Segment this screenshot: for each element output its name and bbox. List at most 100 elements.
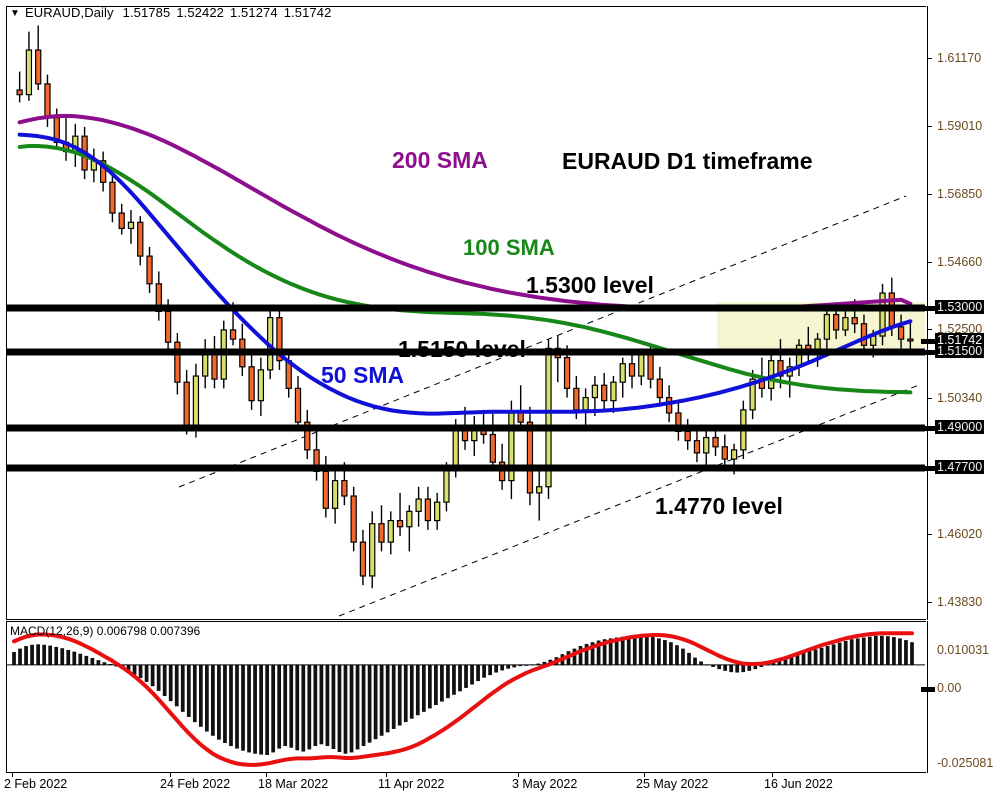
macd-panel-border <box>6 621 926 773</box>
candle-body <box>304 421 311 451</box>
candle-body <box>860 323 868 346</box>
level-1-5300-label: 1.5300 level <box>526 272 654 298</box>
macd-bar <box>771 662 776 665</box>
macd-bar <box>500 664 505 671</box>
price-tick-label: 1.50340 <box>937 391 983 405</box>
chart-header: ▼ EURAUD,Daily 1.51785 1.52422 1.51274 1.5174… <box>10 5 337 20</box>
macd-main-value: 0.006798 <box>96 624 147 638</box>
macd-bar <box>277 664 282 749</box>
macd-bar <box>186 664 191 717</box>
macd-bar <box>783 658 788 665</box>
time-tick-label: 16 Jun 2022 <box>764 777 833 791</box>
macd-bar <box>126 664 131 672</box>
time-tick <box>518 773 519 777</box>
candle-body <box>25 49 33 96</box>
macd-bar <box>699 661 703 665</box>
macd-bar <box>144 664 149 682</box>
macd-bar <box>620 636 625 665</box>
macd-bar <box>192 664 197 723</box>
macd-histogram <box>12 635 914 755</box>
price-tick-label: 1.56850 <box>937 187 983 201</box>
price-tick-label: 1.43830 <box>937 595 983 609</box>
macd-bar <box>102 662 107 665</box>
macd-bar <box>24 646 28 665</box>
macd-bar <box>391 664 396 729</box>
macd-bar <box>211 664 215 736</box>
time-axis[interactable]: 2 Feb 2022 24 Feb 2022 18 Mar 2022 11 Apr 2… <box>0 773 1000 800</box>
candle-body <box>35 49 42 85</box>
macd-bar <box>482 664 486 678</box>
macd-bar <box>241 664 245 751</box>
macd-bar <box>247 664 251 753</box>
quote-low: 1.51274 <box>230 5 278 20</box>
time-tick <box>386 773 387 777</box>
macd-bar <box>735 664 740 673</box>
macd-bar <box>596 640 601 665</box>
macd-bar <box>66 649 71 665</box>
macd-bar <box>72 651 77 665</box>
candle-body <box>359 541 367 577</box>
price-level-marker <box>921 350 935 355</box>
macd-bar <box>855 638 860 665</box>
macd-bar <box>759 664 764 667</box>
price-level-label: 1.51500 <box>935 344 985 358</box>
price-tick-label: 1.52500 <box>937 322 983 336</box>
time-tick-label: 25 May 2022 <box>636 777 709 791</box>
price-tick <box>927 262 932 263</box>
candle-body <box>730 449 738 460</box>
candle-body <box>777 360 784 377</box>
candle-body <box>369 523 376 577</box>
price-chart-area[interactable] <box>7 7 925 619</box>
macd-bar <box>638 635 643 665</box>
macd-bar <box>229 664 233 747</box>
time-tick-label: 3 May 2022 <box>512 777 578 791</box>
macd-bar <box>717 664 722 670</box>
macd-bar <box>789 656 794 665</box>
macd-zero-marker <box>921 687 935 692</box>
macd-bar <box>801 652 806 665</box>
macd-bar <box>409 664 414 719</box>
macd-tick-label: 0.010031 <box>937 643 990 657</box>
macd-bar <box>729 664 734 673</box>
macd-bar <box>283 664 288 747</box>
sma-100-line <box>17 144 913 395</box>
chart-menu-caret-icon[interactable]: ▼ <box>10 8 20 19</box>
price-axis[interactable]: 1.61170 1.59010 1.56850 1.54660 1.52500 1.503… <box>921 6 1000 620</box>
macd-bar <box>343 664 348 754</box>
level-1-4770-label: 1.4770 level <box>655 493 783 519</box>
macd-bar <box>644 636 649 665</box>
macd-bar <box>367 664 372 743</box>
macd-bar <box>687 652 691 665</box>
price-tick <box>927 398 932 399</box>
macd-bar <box>747 664 752 671</box>
macd-bar <box>584 643 589 665</box>
macd-bar <box>373 664 378 740</box>
time-tick <box>644 773 645 777</box>
macd-bar <box>861 637 866 665</box>
macd-bar <box>313 664 318 747</box>
macd-bar <box>162 664 167 697</box>
macd-bar <box>289 664 294 748</box>
macd-bar <box>223 664 227 744</box>
time-tick <box>170 773 171 777</box>
candle-body <box>591 384 599 399</box>
macd-bar <box>253 664 257 754</box>
macd-bar <box>18 648 22 665</box>
candle-body <box>294 387 302 423</box>
macd-bar <box>150 664 155 687</box>
macd-bar <box>415 664 420 716</box>
macd-bar <box>813 649 818 665</box>
candle-body <box>712 436 719 448</box>
macd-axis[interactable]: 0.010031 -0.025081 0.00 <box>921 621 1000 773</box>
time-tick <box>12 773 13 777</box>
macd-bar <box>753 664 758 670</box>
macd-bar <box>867 636 872 665</box>
macd-bar <box>265 664 270 755</box>
quote-open: 1.51785 <box>122 5 171 20</box>
candle-body <box>350 495 357 543</box>
macd-bar <box>741 664 746 673</box>
sma-200-label: 200 SMA <box>392 147 488 173</box>
macd-bar <box>54 646 59 665</box>
price-tick <box>927 126 932 127</box>
macd-chart-area[interactable] <box>7 622 925 772</box>
